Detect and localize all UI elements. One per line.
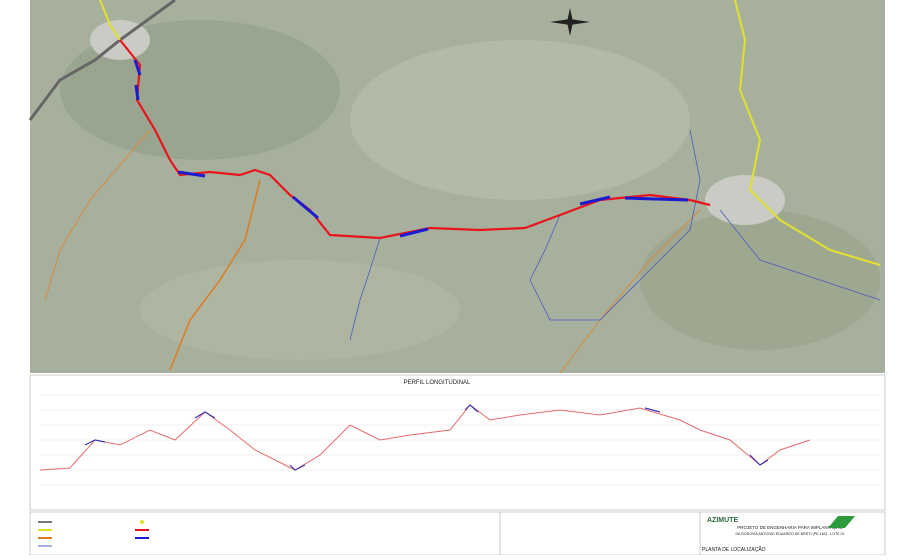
segment: [177, 170, 206, 178]
segment: [579, 195, 611, 206]
client-logo: [828, 516, 855, 528]
company-name: AZIMUTE: [707, 517, 738, 524]
segment: [399, 227, 429, 238]
orange-road: [44, 129, 151, 301]
title-block: AZIMUTE PROJETO DE ENGENHARIA PARA IMPLA…: [29, 511, 886, 556]
yellow-road: [99, 0, 121, 41]
terrain: [350, 40, 690, 200]
terrain: [140, 260, 460, 360]
profile: PERFIL LONGITUDINAL: [29, 374, 886, 511]
map: [28, 0, 885, 374]
north-arrow: [550, 8, 590, 36]
river: [529, 214, 600, 321]
yellow-road: [734, 0, 881, 266]
town: [705, 175, 785, 225]
profile-title: PERFIL LONGITUDINAL: [404, 380, 471, 386]
segment: [134, 84, 140, 101]
terrain: [640, 210, 880, 350]
segment: [292, 195, 319, 220]
segment: [624, 196, 689, 202]
highway: [28, 0, 176, 121]
block-frame: [29, 511, 886, 556]
river: [349, 237, 381, 341]
project-title: DA RODOVIA ANTONIO EDUARDO DE BRITO (PE-…: [735, 532, 844, 536]
segment: [133, 59, 142, 76]
project-title: PROJETO DE ENGENHARIA PARA IMPLANTAÇÃO: [737, 524, 843, 530]
profile-grid: [40, 394, 880, 486]
orange-road: [169, 179, 261, 371]
river: [719, 209, 881, 301]
orange-road: [559, 209, 701, 374]
sheet-title: PLANTA DE LOCALIZAÇÃO: [702, 546, 766, 553]
terrain-profile: [39, 404, 811, 471]
road-segments: [133, 59, 689, 238]
legend: [38, 520, 149, 547]
profile-frame: [29, 374, 886, 511]
river: [599, 129, 701, 321]
profile-segments: [84, 404, 769, 471]
